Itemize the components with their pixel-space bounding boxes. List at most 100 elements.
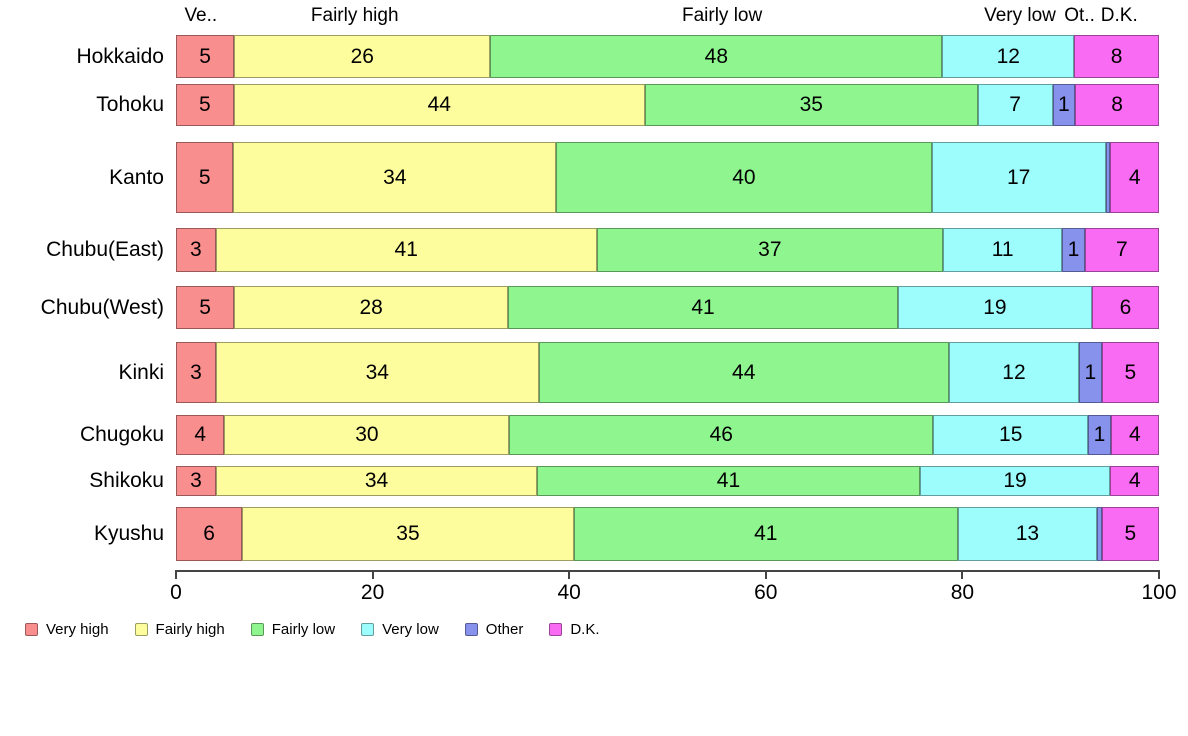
segment-value: 44	[732, 360, 756, 384]
segment-value: 3	[190, 238, 202, 261]
segment-value: 1	[1067, 238, 1080, 261]
legend-label: Very low	[382, 621, 439, 638]
bar-segment-very-low: 15	[933, 415, 1089, 455]
segment-value: 8	[1110, 44, 1123, 68]
segment-value: 35	[396, 522, 420, 545]
bar-segment-other: 1	[1062, 228, 1085, 272]
bar-row: 5 34 40 17 4	[176, 142, 1159, 213]
segment-value: 41	[394, 238, 418, 261]
x-axis-tick	[568, 570, 571, 579]
segment-value: 17	[1006, 165, 1031, 189]
bar-row: 4 30 46 15 1 4	[176, 415, 1160, 455]
bar-segment-fairly-high: 41	[215, 228, 597, 272]
segment-value: 8	[1111, 93, 1123, 116]
legend-item-fairly-low: Fairly low	[250, 621, 336, 638]
segment-value: 7	[1009, 93, 1021, 116]
bar-segment-very-high: 3	[176, 466, 216, 496]
bar-segment-very-low: 17	[931, 142, 1106, 213]
bar-segment-fairly-high: 34	[215, 342, 539, 403]
segment-value: 4	[1128, 469, 1141, 492]
segment-value: 41	[754, 522, 778, 545]
bar-segment-fairly-low: 41	[573, 507, 958, 561]
bar-segment-very-low: 12	[942, 35, 1075, 78]
bar-segment-very-high: 5	[176, 84, 234, 126]
row-label-kyushu: Kyushu	[93, 522, 164, 545]
bar-segment-very-low: 19	[897, 286, 1092, 329]
bar-segment-fairly-high: 35	[242, 507, 574, 561]
x-axis-tick	[1158, 570, 1160, 579]
bar-row: 5 26 48 12 8	[176, 35, 1159, 78]
x-axis-tick	[175, 570, 177, 579]
segment-value: 12	[1002, 360, 1026, 384]
bar-segment-fairly-low: 37	[596, 228, 943, 272]
bar-segment-d-k-: 4	[1110, 466, 1159, 496]
bar-segment-d-k-: 8	[1074, 35, 1159, 78]
bar-segment-fairly-low: 41	[508, 286, 898, 329]
legend-swatch	[250, 623, 264, 636]
bar-segment-very-low: 19	[919, 466, 1111, 496]
row-label-chubu-west-: Chubu(West)	[40, 295, 164, 319]
bar-row: 6 35 41 13 5	[176, 507, 1159, 561]
legend-label: D.K.	[570, 621, 600, 638]
legend-item-very-high: Very high	[25, 621, 109, 638]
bar-segment-other: 1	[1052, 84, 1076, 126]
column-header-fairly-low: Fairly low	[681, 5, 763, 26]
bar-segment-fairly-low: 41	[537, 466, 920, 496]
segment-value: 3	[190, 469, 202, 492]
legend-swatch	[25, 623, 38, 636]
bar-segment-very-high: 5	[176, 286, 235, 329]
column-header-very-low: Very low	[984, 5, 1056, 26]
x-axis-tick	[764, 570, 767, 579]
bar-segment-fairly-high: 26	[234, 35, 491, 78]
segment-value: 5	[198, 165, 211, 189]
segment-value: 5	[198, 93, 211, 116]
bar-row: 3 34 41 19 4	[176, 466, 1159, 496]
bar-segment-very-low: 13	[957, 507, 1097, 561]
column-header-very-high: Ve..	[184, 5, 218, 26]
segment-value: 19	[983, 295, 1007, 319]
column-header-other: Ot..	[1064, 5, 1095, 26]
segment-value: 37	[758, 238, 782, 261]
legend-swatch	[464, 623, 478, 636]
row-label-hokkaido: Hokkaido	[76, 44, 164, 68]
bar-segment-other	[1096, 507, 1102, 561]
legend-label: Very high	[46, 621, 109, 638]
bar-segment-d-k-: 4	[1110, 142, 1159, 213]
x-axis-tick-label: 20	[360, 581, 385, 604]
x-axis-tick-label: 60	[754, 581, 778, 604]
segment-value: 46	[709, 423, 733, 446]
legend-item-d-k-: D.K.	[549, 621, 600, 638]
bar-row: 5 44 35 7 1 8	[176, 84, 1159, 126]
bar-row: 3 34 44 12 1 5	[176, 342, 1159, 403]
segment-value: 7	[1115, 238, 1128, 261]
bar-segment-fairly-low: 40	[556, 142, 932, 213]
legend: Very high Fairly high Fairly low Very low Ot…	[25, 621, 600, 638]
segment-value: 4	[194, 423, 206, 446]
legend-swatch	[134, 623, 148, 636]
legend-label: Fairly low	[271, 621, 336, 638]
segment-value: 26	[350, 44, 374, 68]
bar-segment-d-k-: 7	[1084, 228, 1159, 272]
row-label-chubu-east-: Chubu(East)	[46, 238, 164, 261]
bar-segment-very-high: 3	[176, 228, 216, 272]
bar-segment-very-low: 11	[943, 228, 1063, 272]
bar-segment-very-low: 7	[977, 84, 1053, 126]
segment-value: 28	[359, 295, 383, 319]
row-label-kinki: Kinki	[118, 360, 164, 384]
bar-row: 3 41 37 11 1 7	[176, 228, 1159, 272]
segment-value: 41	[691, 295, 715, 319]
segment-value: 44	[427, 93, 451, 116]
bar-segment-d-k-: 4	[1110, 415, 1160, 455]
x-axis-tick	[961, 570, 964, 579]
bar-segment-very-high: 5	[176, 35, 235, 78]
legend-swatch	[361, 623, 375, 636]
bar-segment-fairly-high: 30	[224, 415, 510, 455]
bar-segment-very-low: 12	[948, 342, 1080, 403]
segment-value: 11	[991, 238, 1014, 261]
x-axis-tick	[371, 570, 374, 579]
bar-segment-other: 1	[1079, 342, 1102, 403]
legend-item-very-low: Very low	[361, 621, 439, 638]
bar-segment-d-k-: 6	[1092, 286, 1159, 329]
segment-value: 5	[199, 295, 211, 319]
segment-value: 4	[1128, 165, 1141, 189]
